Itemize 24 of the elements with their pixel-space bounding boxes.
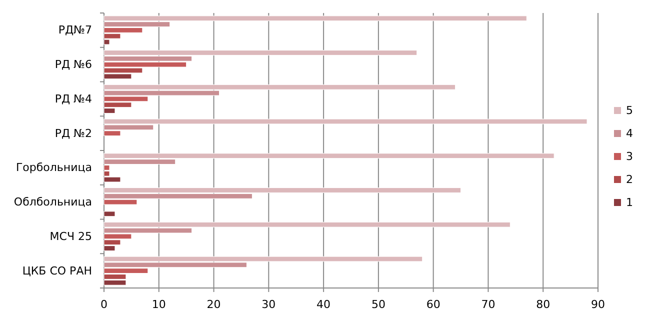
x-tick-label: 30: [262, 298, 276, 311]
y-tick-label: МСЧ 25: [50, 230, 92, 243]
y-tick-label: Горбольница: [16, 161, 92, 174]
y-tick-label: Облбольница: [14, 196, 92, 209]
x-tick-label: 80: [536, 298, 550, 311]
legend-label: 4: [626, 127, 633, 140]
x-tick-label: 60: [426, 298, 440, 311]
y-tick-label: РД№7: [58, 24, 92, 37]
legend-label: 3: [626, 150, 633, 163]
x-tick-label: 70: [481, 298, 496, 311]
x-tick-label: 50: [371, 298, 386, 311]
y-tick-label: РД №2: [54, 126, 92, 140]
x-tick-label: 10: [152, 298, 166, 311]
x-tick-label: 90: [591, 298, 605, 311]
bar: [104, 211, 116, 217]
y-tick-label: РД №4: [54, 92, 92, 106]
x-tick-label: 20: [206, 298, 221, 311]
legend-label: 2: [626, 173, 633, 186]
legend-label: 5: [626, 104, 633, 117]
y-tick-label: РД №6: [54, 58, 92, 72]
y-tick-label: ЦКБ СО РАН: [22, 264, 92, 278]
legend-label: 1: [626, 196, 633, 209]
x-tick-label: 40: [316, 298, 331, 311]
x-tick-label: 0: [100, 298, 108, 311]
